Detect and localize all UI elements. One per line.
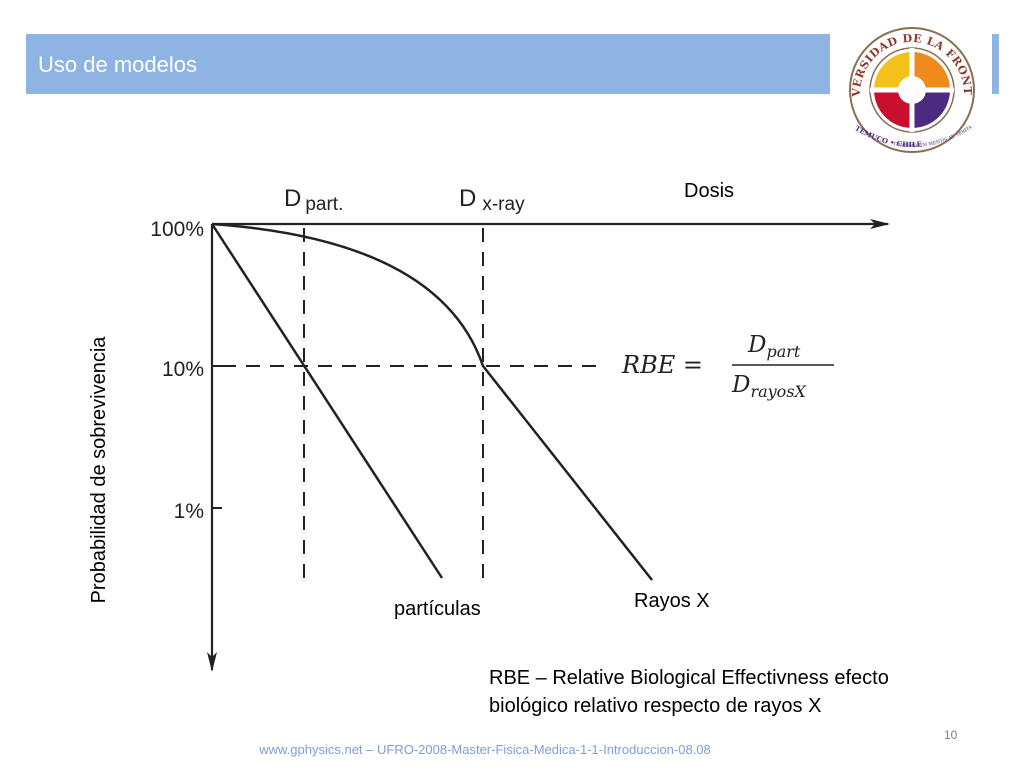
formula-lhs: RBE = bbox=[621, 351, 703, 379]
university-logo: UNIVERSIDAD DE LA FRONTERA TEMUCO • CHIL… bbox=[830, 18, 992, 160]
rbe-note: RBE – Relative Biological Effectivness e… bbox=[489, 667, 889, 717]
formula-numerator: Dpart bbox=[747, 332, 801, 361]
particles-curve bbox=[210, 223, 444, 579]
rbe-formula: RBE = Dpart DrayosX bbox=[621, 332, 834, 401]
survival-axis-label: Probabilidad de sobrevivencia bbox=[88, 336, 110, 604]
slide-title: Uso de modelos bbox=[38, 52, 197, 77]
tick-label-100: 100% bbox=[150, 218, 204, 241]
slide-title-bar: Uso de modelos bbox=[26, 34, 830, 94]
formula-denominator: DrayosX bbox=[731, 372, 807, 401]
dose-axis-label: Dosis bbox=[684, 180, 735, 202]
page-number: 10 bbox=[944, 728, 958, 742]
title-bar-accent bbox=[990, 34, 999, 94]
xray-curve-label: Rayos X bbox=[634, 590, 710, 612]
slide-footer: www.gphysics.net – UFRO-2008-Master-Fisi… bbox=[259, 742, 711, 757]
particles-curve-label: partículas bbox=[394, 598, 481, 620]
tick-label-10: 10% bbox=[162, 358, 204, 381]
tick-label-1: 1% bbox=[174, 500, 204, 523]
xray-curve bbox=[211, 222, 653, 581]
